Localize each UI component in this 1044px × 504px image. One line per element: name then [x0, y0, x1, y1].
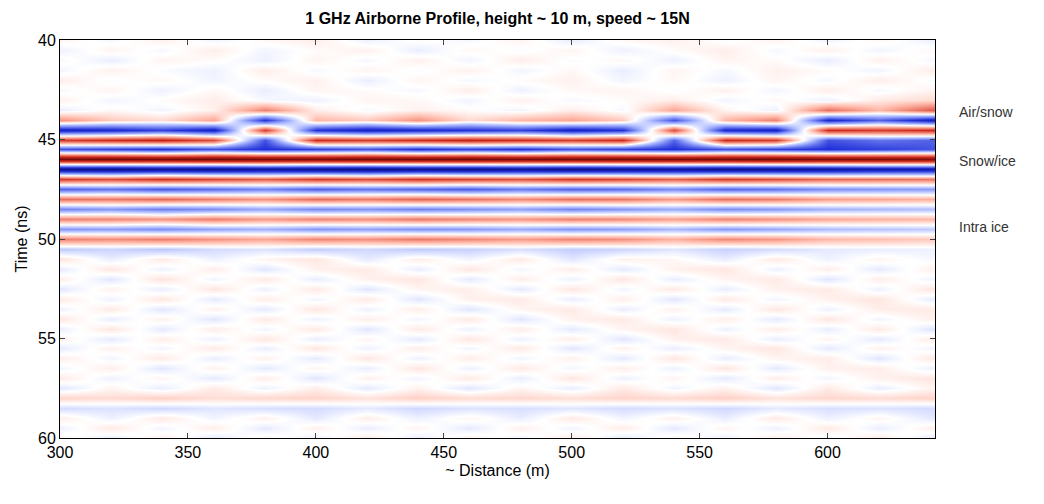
- svg-text:45: 45: [38, 131, 56, 148]
- svg-text:Time (ns): Time (ns): [13, 206, 30, 273]
- svg-text:300: 300: [47, 444, 74, 461]
- svg-text:60: 60: [38, 430, 56, 447]
- svg-text:~ Distance (m): ~ Distance (m): [445, 462, 549, 479]
- svg-text:Snow/ice: Snow/ice: [959, 153, 1016, 169]
- svg-text:50: 50: [38, 231, 56, 248]
- svg-text:1 GHz Airborne Profile, height: 1 GHz Airborne Profile, height ~ 10 m, s…: [305, 10, 689, 27]
- svg-text:350: 350: [175, 444, 202, 461]
- svg-text:500: 500: [558, 444, 585, 461]
- svg-text:600: 600: [814, 444, 841, 461]
- svg-text:450: 450: [430, 444, 457, 461]
- svg-text:Air/snow: Air/snow: [959, 104, 1014, 120]
- svg-text:550: 550: [686, 444, 713, 461]
- svg-text:Intra ice: Intra ice: [959, 219, 1009, 235]
- svg-text:40: 40: [38, 32, 56, 49]
- svg-text:400: 400: [302, 444, 329, 461]
- svg-text:55: 55: [38, 330, 56, 347]
